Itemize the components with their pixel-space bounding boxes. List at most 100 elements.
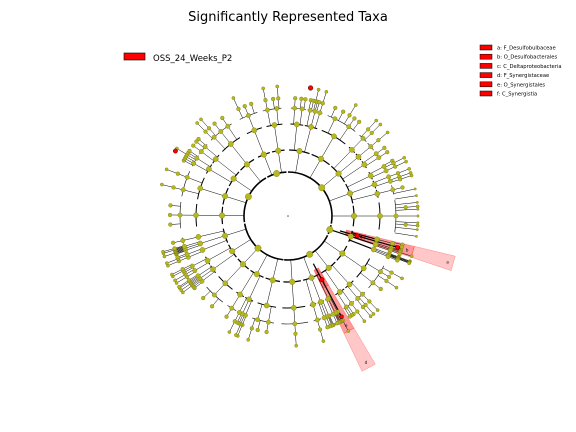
tree-node <box>276 96 281 101</box>
tree-edge <box>318 302 325 318</box>
tree-node <box>347 190 354 197</box>
tree-node <box>254 244 262 252</box>
tree-edge <box>208 168 232 183</box>
tree-edge <box>188 250 204 258</box>
tree-node <box>415 228 419 231</box>
tree-node <box>227 141 234 147</box>
tree-edge <box>239 272 254 295</box>
tree-edge <box>371 170 387 178</box>
tree-node <box>191 161 197 166</box>
tree-edge <box>242 248 259 265</box>
tree-node <box>331 133 337 140</box>
highlighted-node <box>307 85 314 91</box>
tree-node <box>369 130 374 136</box>
tree-node <box>320 101 325 106</box>
tree-edge <box>375 181 391 187</box>
tree-node <box>382 145 387 150</box>
tree-node <box>194 155 200 161</box>
tree-node <box>390 240 395 246</box>
tree-edge <box>277 150 282 173</box>
tree-edge <box>395 202 418 205</box>
tree-node <box>218 212 225 219</box>
tree-node <box>299 106 305 112</box>
clade-arc <box>284 234 329 261</box>
tree-node <box>197 240 204 247</box>
tree-node <box>333 105 338 110</box>
highlighted-node <box>173 148 178 154</box>
tree-node <box>246 113 251 118</box>
tree-node <box>362 319 367 324</box>
tree-node <box>415 204 420 209</box>
tree-node <box>316 87 321 92</box>
tree-node <box>167 212 173 218</box>
tree-node <box>407 261 411 266</box>
tree-node <box>171 185 176 190</box>
tree-node <box>175 171 180 176</box>
tree-node <box>196 136 201 142</box>
tree-edge <box>349 239 374 251</box>
tree-edge <box>192 258 207 267</box>
tree-node <box>195 234 202 240</box>
tree-node <box>180 267 185 272</box>
tree-edge <box>183 189 199 194</box>
highlighted-node <box>354 233 360 239</box>
tree-node <box>160 182 164 187</box>
tree-node <box>394 285 399 290</box>
tree-node <box>232 319 237 324</box>
highlight-sectors <box>313 229 456 372</box>
tree-node <box>368 144 374 149</box>
tree-node <box>246 296 252 303</box>
tree-edge <box>375 245 391 252</box>
tree-node <box>374 190 381 197</box>
tree-node <box>264 329 269 335</box>
tree-node <box>164 167 169 172</box>
tree-edge <box>225 264 244 284</box>
tree-node <box>403 205 408 210</box>
tree-edge <box>193 163 208 172</box>
tree-edge <box>347 286 359 299</box>
tree-node <box>376 138 381 143</box>
tree-node <box>374 236 380 243</box>
tree-edge <box>309 158 322 179</box>
tree-node <box>271 96 276 102</box>
tree-node <box>335 321 340 326</box>
tree-node <box>372 241 379 248</box>
tree-node <box>187 148 192 154</box>
tree-edge <box>294 124 298 151</box>
clade-letter: a <box>446 259 449 264</box>
tree-node <box>378 269 383 275</box>
tree-node <box>210 266 216 273</box>
tree-node <box>361 161 368 168</box>
root-node <box>287 215 289 217</box>
tree-edge <box>311 277 322 303</box>
tree-edge <box>246 164 261 182</box>
tree-node <box>400 185 405 190</box>
tree-node <box>415 223 420 228</box>
tree-node <box>293 331 298 336</box>
tree-node <box>306 250 314 258</box>
tree-edge <box>331 264 350 285</box>
tree-node <box>399 244 404 250</box>
tree-edge <box>320 136 335 159</box>
tree-node <box>413 187 417 191</box>
tree-node <box>227 330 232 334</box>
tree-node <box>275 147 282 154</box>
tree-node <box>161 249 165 254</box>
tree-edge <box>394 232 417 237</box>
tree-edge <box>333 149 353 169</box>
tree-edge <box>316 275 329 299</box>
tree-edge <box>248 275 261 300</box>
tree-node <box>312 109 318 114</box>
tree-node <box>177 284 181 289</box>
tree-node <box>343 304 349 310</box>
tree-node <box>274 106 280 111</box>
tree-edge <box>369 166 385 175</box>
tree-edge <box>329 297 338 313</box>
tree-node <box>381 164 387 169</box>
tree-node <box>220 115 225 121</box>
tree-edge <box>365 157 379 167</box>
tree-node <box>355 154 362 160</box>
tree-edge <box>291 281 295 308</box>
tree-edge <box>198 230 224 238</box>
